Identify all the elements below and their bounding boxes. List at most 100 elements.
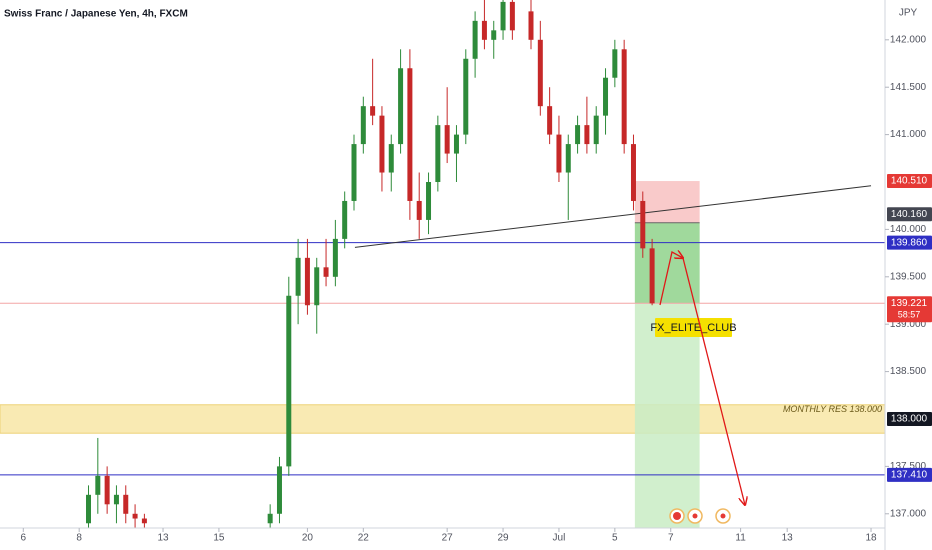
- price-label-box: [887, 207, 932, 222]
- y-tick-label: 137.000: [890, 508, 927, 519]
- x-tick-label: 7: [668, 533, 674, 544]
- candle-body: [491, 30, 497, 40]
- x-tick-label: Jul: [553, 533, 566, 544]
- candle-body: [435, 125, 441, 183]
- candle-body: [584, 125, 590, 145]
- arrow-down: [682, 257, 745, 505]
- candle-body: [304, 257, 310, 306]
- candle-body: [314, 267, 320, 306]
- event-icon-dot: [720, 513, 726, 519]
- candle-body: [640, 200, 646, 249]
- candle-body: [472, 20, 478, 59]
- y-tick-label: 140.000: [890, 224, 927, 235]
- x-tick-label: 8: [76, 533, 82, 544]
- candle-body: [649, 248, 655, 304]
- candle-body: [342, 200, 348, 239]
- trendline: [354, 185, 872, 248]
- candle-body: [528, 11, 534, 40]
- stop-zone: [634, 181, 700, 223]
- price-label: 139.221: [891, 298, 928, 309]
- x-tick-label: 27: [442, 533, 454, 544]
- candle-body: [593, 115, 599, 145]
- candle-body: [132, 513, 138, 519]
- price-label: 137.410: [891, 470, 928, 481]
- candle-body: [332, 238, 338, 277]
- price-label-box: [887, 174, 932, 189]
- plot-area: [0, 0, 885, 528]
- candle-body: [113, 494, 119, 505]
- candle-body: [603, 77, 609, 116]
- chart-title: Swiss Franc / Japanese Yen, 4h, FXCM: [4, 9, 188, 20]
- price-label: 139.860: [891, 237, 928, 248]
- candle-body: [565, 144, 571, 173]
- candle-body: [547, 106, 553, 135]
- x-tick-label: 22: [358, 533, 370, 544]
- currency-label: JPY: [899, 8, 918, 19]
- price-label: 138.000: [891, 414, 928, 425]
- y-tick-label: 141.000: [890, 129, 927, 140]
- arrow-up: [659, 252, 683, 306]
- candle-body: [509, 1, 515, 31]
- x-tick-label: 11: [735, 533, 746, 544]
- x-tick-label: 29: [497, 533, 509, 544]
- candle-body: [444, 125, 450, 154]
- event-icon-dot: [692, 513, 698, 519]
- price-label-box: [887, 296, 932, 323]
- event-icon-dot: [673, 512, 681, 520]
- price-countdown: 58:57: [898, 310, 921, 320]
- y-tick-label: 137.500: [890, 461, 927, 472]
- candle-body: [286, 295, 292, 467]
- x-tick-label: 20: [302, 533, 314, 544]
- candle-body: [612, 49, 618, 78]
- y-tick-label: 142.000: [890, 34, 927, 45]
- candle-body: [323, 267, 329, 277]
- annotation-box: [655, 318, 732, 337]
- y-tick-label: 139.000: [890, 319, 927, 330]
- y-tick-label: 138.500: [890, 366, 927, 377]
- candle-body: [351, 144, 357, 201]
- candle-body: [630, 144, 636, 201]
- candle-body: [379, 115, 385, 173]
- x-tick-label: 13: [782, 533, 794, 544]
- y-tick-label: 141.500: [890, 82, 927, 93]
- zone-label: MONTHLY RES 138.000: [783, 404, 882, 414]
- price-label-box: [887, 411, 932, 426]
- candle-body: [360, 106, 366, 145]
- x-tick-label: 18: [865, 533, 877, 544]
- annotation-text: FX_ELITE_CLUB: [650, 322, 736, 334]
- candle-body: [104, 475, 110, 505]
- candle-body: [463, 58, 469, 135]
- candle-body: [141, 518, 147, 524]
- candle-body: [370, 106, 376, 116]
- candle-body: [267, 513, 273, 524]
- candle-body: [388, 144, 394, 173]
- candle-body: [407, 68, 413, 201]
- candle-body: [95, 475, 101, 495]
- x-tick-label: 5: [612, 533, 618, 544]
- resistance-zone: [0, 404, 885, 434]
- candle-body: [276, 466, 282, 514]
- price-label-box: [887, 467, 932, 482]
- candle-body: [426, 182, 432, 220]
- overlay: MONTHLY RES 138.000 FX_ELITE_CLUB: [650, 318, 882, 414]
- candle-body: [295, 257, 301, 296]
- x-tick-label: 6: [21, 533, 27, 544]
- candle-body: [481, 20, 487, 40]
- profit-zone: [634, 222, 700, 304]
- candle-body: [621, 49, 627, 145]
- x-tick-label: 15: [213, 533, 225, 544]
- candle-body: [86, 494, 91, 524]
- candle-body: [453, 134, 459, 154]
- x-tick-label: 13: [157, 533, 169, 544]
- candle-body: [500, 1, 506, 31]
- candle-body: [575, 125, 581, 145]
- candle-body: [537, 39, 543, 107]
- candle-body: [123, 494, 129, 514]
- price-label: 140.510: [891, 176, 928, 187]
- price-label-box: [887, 235, 932, 250]
- price-label: 140.160: [891, 209, 928, 220]
- candle-body: [398, 68, 404, 145]
- candle-body: [556, 134, 562, 173]
- candle-body: [416, 200, 422, 220]
